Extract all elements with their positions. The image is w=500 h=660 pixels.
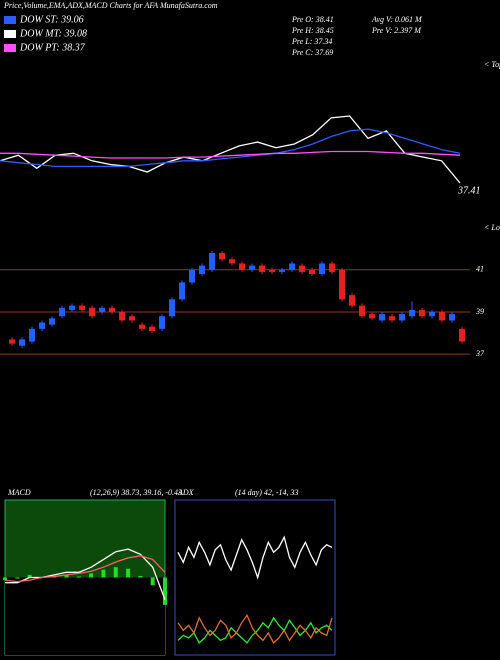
panel-params: (14 day) 42, -14, 33 bbox=[235, 488, 299, 497]
histogram-bar bbox=[89, 573, 94, 578]
info-text: Pre L: 37.34 bbox=[291, 37, 332, 46]
candle-body bbox=[259, 265, 265, 272]
candle-body bbox=[189, 269, 195, 283]
candle-body bbox=[159, 316, 165, 329]
candle-body bbox=[59, 307, 65, 317]
candle-body bbox=[329, 263, 335, 272]
y-tick-label: 41 bbox=[476, 265, 484, 274]
candle-body bbox=[419, 309, 425, 317]
candle-body bbox=[279, 269, 285, 272]
histogram-bar bbox=[101, 569, 106, 578]
histogram-bar bbox=[76, 576, 81, 578]
histogram-bar bbox=[64, 574, 69, 578]
info-text: Pre V: 2.397 M bbox=[371, 26, 422, 35]
histogram-bar bbox=[150, 577, 155, 586]
candle-body bbox=[319, 263, 325, 275]
candle-body bbox=[169, 299, 175, 317]
candle-body bbox=[9, 339, 15, 344]
series-line bbox=[0, 128, 461, 168]
y-tick-label: 39 bbox=[475, 307, 484, 316]
candle-body bbox=[339, 269, 345, 300]
series-line bbox=[5, 548, 166, 600]
panel-title: ADX bbox=[177, 488, 195, 497]
candle-body bbox=[39, 322, 45, 329]
histogram-bar bbox=[3, 577, 7, 581]
side-label: < Lowes bbox=[484, 223, 500, 232]
candle-body bbox=[439, 311, 445, 321]
info-text: Avg V: 0.061 M bbox=[371, 15, 423, 24]
legend-label: DOW ST: 39.06 bbox=[19, 14, 84, 25]
candle-body bbox=[49, 318, 55, 325]
candle-body bbox=[109, 307, 115, 312]
candle-body bbox=[349, 295, 355, 306]
legend-label: DOW PT: 38.37 bbox=[19, 42, 86, 53]
candle-body bbox=[239, 263, 245, 270]
below-zero bbox=[5, 577, 165, 655]
series-line bbox=[177, 613, 333, 644]
candle-body bbox=[29, 328, 35, 342]
candle-body bbox=[399, 314, 405, 321]
y-tick-label: 37 bbox=[475, 349, 485, 358]
candle-body bbox=[69, 305, 75, 310]
candle-body bbox=[449, 314, 455, 321]
candle-body bbox=[119, 311, 125, 321]
series-line bbox=[0, 115, 461, 184]
candle-body bbox=[369, 314, 375, 319]
series-line bbox=[177, 535, 333, 580]
candle-body bbox=[129, 316, 135, 321]
candle-body bbox=[149, 326, 155, 331]
series-line bbox=[177, 616, 333, 644]
candle-body bbox=[359, 305, 365, 317]
histogram-bar bbox=[15, 577, 20, 579]
candle-body bbox=[249, 265, 255, 270]
candle-body bbox=[139, 324, 145, 329]
candle-body bbox=[309, 269, 315, 275]
candle-body bbox=[379, 314, 385, 321]
candle-body bbox=[409, 309, 415, 317]
panel-params: (12,26,9) 38.73, 39.16, -0.43 bbox=[90, 488, 182, 497]
candle-body bbox=[199, 265, 205, 275]
page-title: Price,Volume,EMA,ADX,MACD Charts for AFA… bbox=[3, 1, 218, 10]
legend-swatch bbox=[4, 30, 16, 38]
candle-body bbox=[299, 265, 305, 272]
candle-body bbox=[19, 339, 25, 346]
legend-swatch bbox=[4, 16, 16, 24]
candle-body bbox=[269, 269, 275, 272]
histogram-bar bbox=[163, 577, 167, 605]
candle-body bbox=[209, 252, 215, 270]
histogram-bar bbox=[27, 574, 32, 578]
candle-body bbox=[79, 305, 85, 310]
series-line bbox=[0, 150, 461, 159]
info-text: Pre C: 37.69 bbox=[291, 48, 333, 57]
histogram-bar bbox=[113, 567, 118, 578]
candle-body bbox=[429, 311, 435, 317]
candle-body bbox=[229, 259, 235, 264]
info-text: Pre H: 38.45 bbox=[291, 26, 334, 35]
side-label: < Topa bbox=[484, 60, 500, 69]
legend-swatch bbox=[4, 44, 16, 52]
adx-panel bbox=[174, 499, 336, 656]
candle-body bbox=[99, 307, 105, 312]
panel-title: MACD bbox=[7, 488, 31, 497]
histogram-bar bbox=[138, 575, 143, 578]
candle-body bbox=[289, 263, 295, 270]
legend-label: DOW MT: 39.08 bbox=[19, 28, 87, 39]
candle-body bbox=[219, 252, 225, 260]
candle-body bbox=[459, 328, 465, 342]
info-text: Pre O: 38.41 bbox=[291, 15, 334, 24]
candle-body bbox=[179, 282, 185, 300]
histogram-bar bbox=[126, 568, 131, 578]
series-line bbox=[4, 555, 166, 583]
candle-body bbox=[89, 307, 95, 317]
last-price-label: 37.41 bbox=[457, 185, 481, 196]
candle-body bbox=[389, 316, 395, 321]
